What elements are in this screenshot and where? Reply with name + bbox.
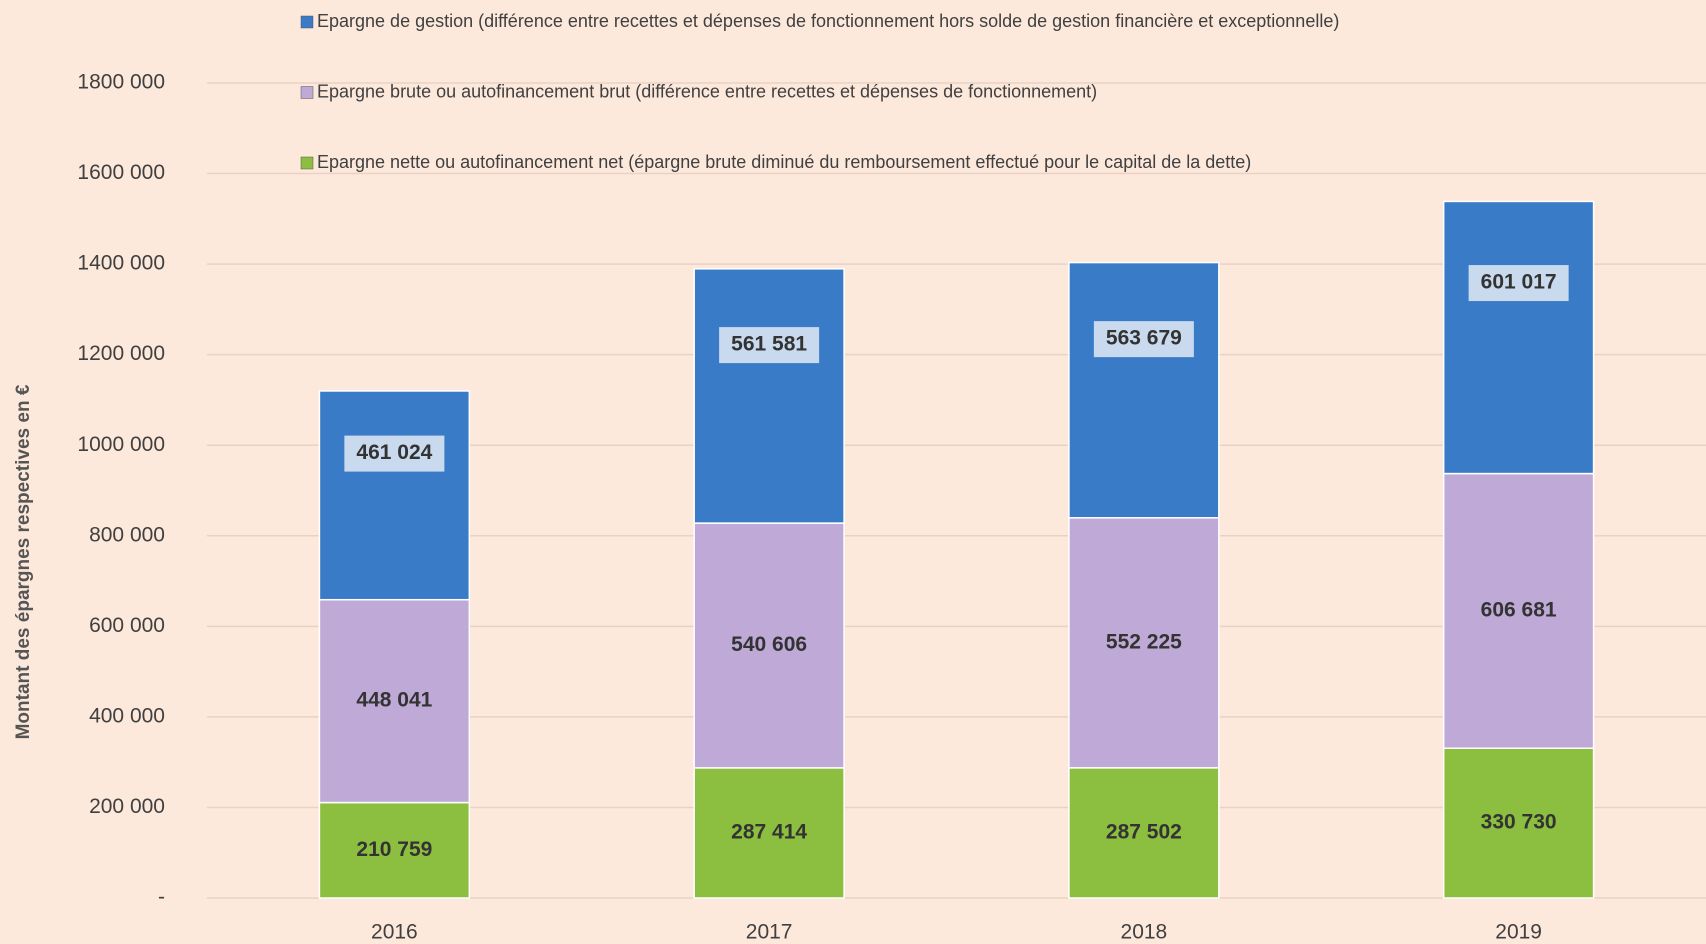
bar-segment <box>693 268 845 524</box>
legend-swatch <box>300 86 314 99</box>
value-label-box <box>719 327 820 364</box>
bar-segment <box>1068 261 1220 519</box>
value-label: 601 017 <box>1481 271 1557 294</box>
value-label: 287 414 <box>731 820 807 843</box>
y-tick-label: 1200 000 <box>77 342 165 365</box>
y-axis-title: Montant des épargnes respectives en € <box>13 384 34 739</box>
y-tick-label: 1000 000 <box>77 433 165 456</box>
value-label: 561 581 <box>731 333 807 356</box>
y-tick-label: 800 000 <box>89 523 165 546</box>
bar-segment <box>1068 517 1220 769</box>
legend-swatch <box>300 156 314 170</box>
value-label: 540 606 <box>731 633 807 656</box>
value-label: 448 041 <box>356 689 432 712</box>
bar-segment <box>318 390 471 601</box>
value-label: 461 024 <box>356 441 432 464</box>
x-tick-label: 2017 <box>746 921 793 944</box>
value-label: 330 730 <box>1481 811 1557 834</box>
y-tick-label: - <box>158 886 165 909</box>
y-tick-label: 1800 000 <box>77 71 165 94</box>
value-label-box <box>1093 321 1194 358</box>
value-label-box <box>344 435 445 472</box>
legend-label: Epargne de gestion (différence entre rec… <box>317 11 1339 31</box>
y-tick-label: 600 000 <box>89 614 165 637</box>
y-tick-label: 1400 000 <box>77 252 165 275</box>
value-label-box <box>1468 265 1569 302</box>
value-label: 563 679 <box>1106 327 1182 350</box>
bar-segment <box>1442 472 1595 750</box>
y-tick-label: 200 000 <box>89 795 165 818</box>
value-label: 552 225 <box>1106 630 1182 653</box>
value-label: 210 759 <box>356 838 432 861</box>
value-label: 287 502 <box>1106 820 1182 843</box>
bar-segment <box>1068 767 1220 899</box>
bar-segment <box>693 767 845 899</box>
x-tick-label: 2016 <box>371 921 418 944</box>
legend-label: Epargne brute ou autofinancement brut (d… <box>317 81 1097 101</box>
x-tick-label: 2019 <box>1495 921 1542 944</box>
value-label: 606 681 <box>1481 598 1557 621</box>
y-tick-label: 1600 000 <box>77 161 165 184</box>
legend-swatch <box>300 15 314 29</box>
bar-segment <box>693 522 845 769</box>
bar-segment <box>1442 200 1595 475</box>
legend-label: Epargne nette ou autofinancement net (ép… <box>317 152 1251 172</box>
x-tick-label: 2018 <box>1121 921 1168 944</box>
bar-segment <box>1442 747 1595 899</box>
bar-segment <box>318 598 471 804</box>
y-tick-label: 400 000 <box>89 704 165 727</box>
